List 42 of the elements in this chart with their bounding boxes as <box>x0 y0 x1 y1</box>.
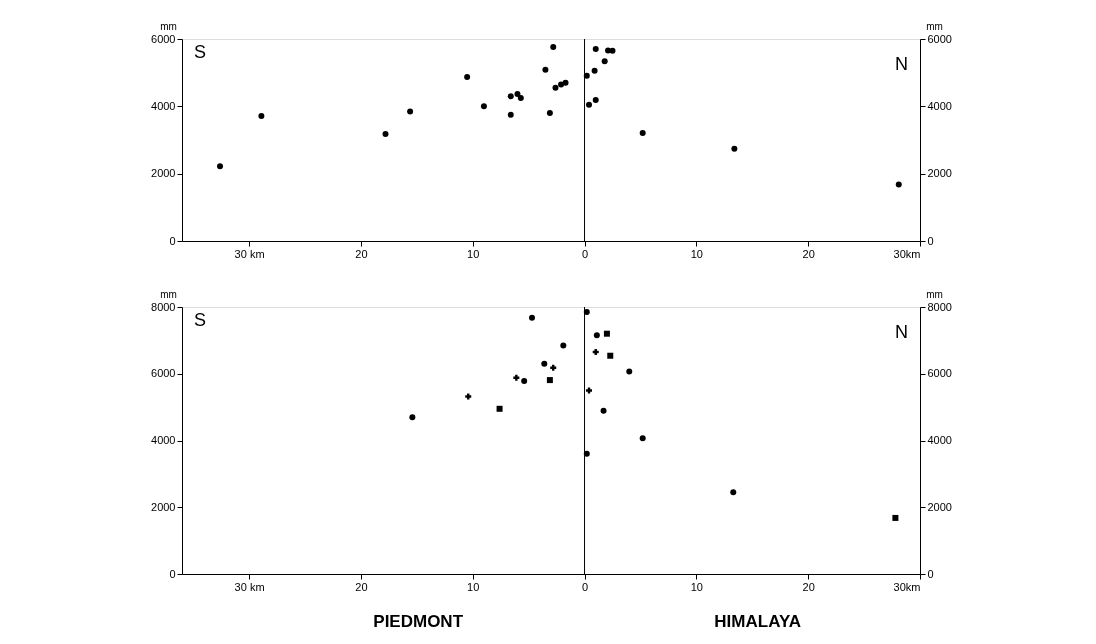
y-tick-label: 4000 <box>151 99 176 112</box>
annotation: S <box>194 310 207 330</box>
y-tick-label: 0 <box>169 234 176 247</box>
y2-tick-label: 0 <box>927 234 934 247</box>
x-tick-label: 30km <box>893 247 921 260</box>
annotation: S <box>194 42 207 62</box>
y2-tick-label: 2000 <box>927 500 952 513</box>
x-tick-label: 30km <box>893 580 921 593</box>
y-tick-label: 8000 <box>151 300 176 313</box>
x-tick-label: 20 <box>802 247 815 260</box>
y2-tick-label: 6000 <box>927 367 952 380</box>
y2-axis-title: mm <box>926 20 943 32</box>
y2-tick-label: 4000 <box>927 99 952 112</box>
text: HIMALAYA <box>714 612 801 631</box>
x-tick-label: 20 <box>802 580 815 593</box>
x-tick-label: 20 <box>355 247 368 260</box>
x-tick-label: 10 <box>467 247 480 260</box>
x-tick-label: 30 km <box>234 247 265 260</box>
y2-tick-label: 4000 <box>927 434 952 446</box>
x-tick-label: 10 <box>690 247 703 260</box>
text: PIEDMONT <box>373 612 464 631</box>
y-tick-label: 0 <box>169 567 176 580</box>
y-tick-label: 2000 <box>151 167 176 180</box>
y2-tick-label: 0 <box>927 567 934 580</box>
y2-axis-title: mm <box>926 288 943 300</box>
x-tick-label: 10 <box>690 580 703 593</box>
x-tick-label: 10 <box>467 580 480 593</box>
y2-tick-label: 6000 <box>927 32 952 45</box>
y-tick-label: 6000 <box>151 367 176 380</box>
annotation: N <box>895 54 908 74</box>
x-tick-label: 30 km <box>234 580 265 593</box>
x-tick-label: 20 <box>355 580 368 593</box>
y-axis-title: mm <box>160 20 177 32</box>
x-tick-label: 0 <box>581 580 589 593</box>
y-axis-title: mm <box>160 288 177 300</box>
x-tick-label: 0 <box>581 247 589 260</box>
y-tick-label: 2000 <box>151 500 176 513</box>
y2-tick-label: 8000 <box>927 300 952 313</box>
y-tick-label: 6000 <box>151 32 176 45</box>
y-tick-label: 4000 <box>151 434 176 446</box>
annotation: N <box>895 322 908 342</box>
y2-tick-label: 2000 <box>927 167 952 180</box>
